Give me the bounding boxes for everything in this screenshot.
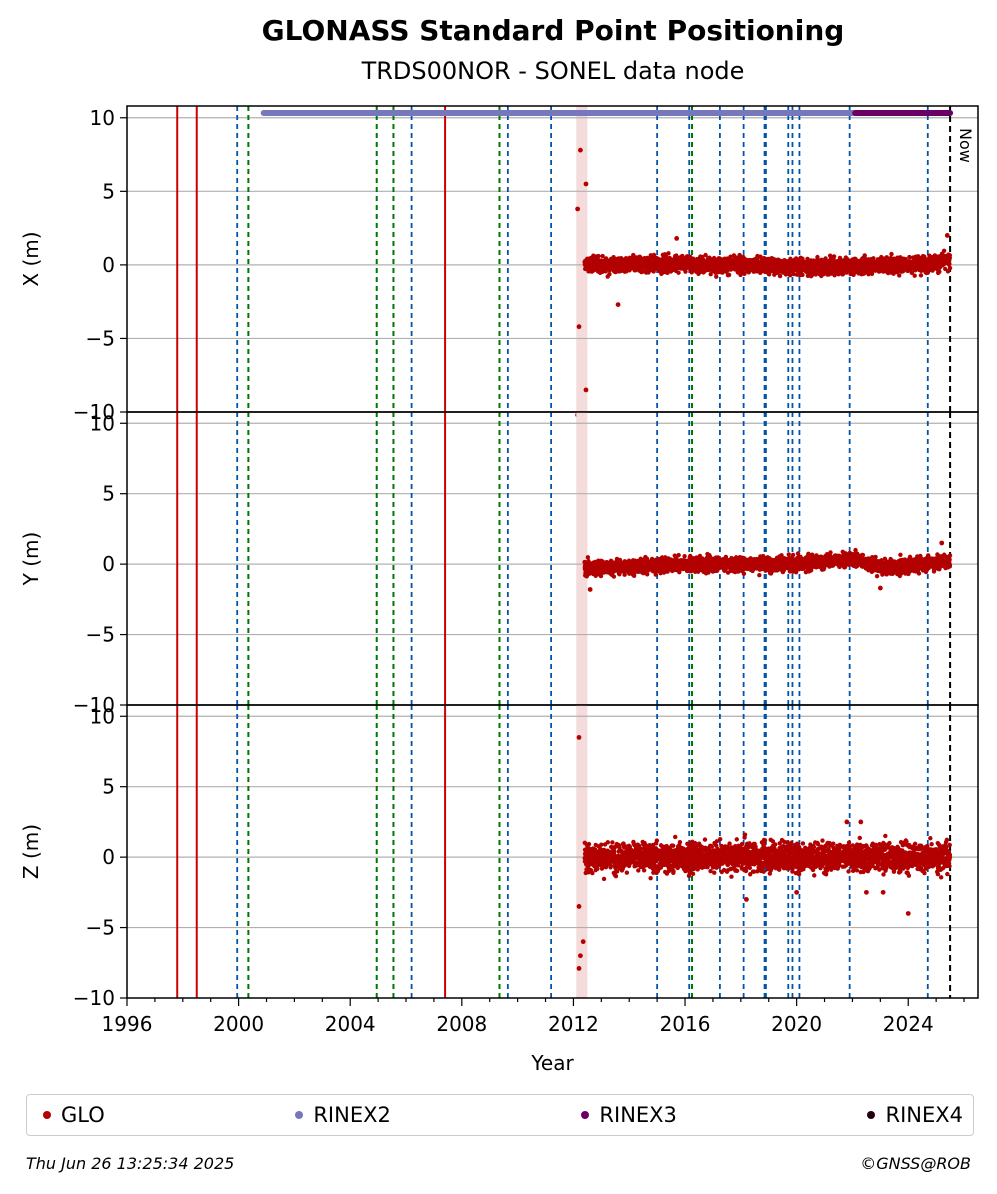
glo-outlier-point [576,324,582,330]
glo-point [676,552,681,558]
glo-outlier-point [944,233,950,238]
glo-point [790,552,796,558]
glo-point [898,552,903,557]
glo-point [800,272,805,278]
chart-subtitle: TRDS00NOR - SONEL data node [361,57,745,85]
glo-outlier-point [583,387,589,393]
glo-point [676,270,681,275]
y-axis-label: X (m) [19,231,43,286]
glo-point [937,269,942,274]
glo-point [607,271,612,277]
glo-point [596,253,601,259]
glo-point [683,269,688,274]
glo-point [600,253,605,259]
glo-point [897,273,902,278]
y-tick-label: 10 [90,106,115,130]
glo-point [862,253,867,258]
glo-point [708,271,713,277]
glo-point [703,252,708,258]
glo-outlier-point [674,236,680,241]
glo-point [828,550,833,555]
glo-point [918,273,924,278]
glo-point [874,574,880,579]
y-tick-label: 0 [102,253,115,277]
glo-point [831,254,837,259]
chart-title: GLONASS Standard Point Positioning [261,14,845,47]
highlight-span [576,106,588,412]
highlight-span [576,412,588,705]
glo-point [682,554,687,559]
panel-0 [120,105,979,418]
glo-point [871,256,876,261]
glo-outlier-point [575,206,581,212]
glo-point [585,555,591,560]
glo-point [611,574,617,579]
glo-point [815,254,820,260]
panel-1 [120,411,979,706]
glo-point [777,273,783,279]
glo-outlier-point [583,181,589,187]
glo-point [889,251,894,257]
y-tick-label: 5 [102,179,115,203]
y-tick-label: −5 [86,326,115,350]
glo-point [714,274,719,279]
glo-point [941,248,947,254]
glo-point [947,265,953,271]
glo-outlier-point [578,147,583,153]
glo-point [666,251,671,256]
glo-point [741,571,747,576]
glo-point [757,572,762,578]
glo-point [912,273,917,278]
glo-point [860,552,866,558]
glo-point [726,272,732,278]
glo-outlier-point [615,302,621,308]
glo-point [947,253,953,258]
glo-point [947,261,952,266]
